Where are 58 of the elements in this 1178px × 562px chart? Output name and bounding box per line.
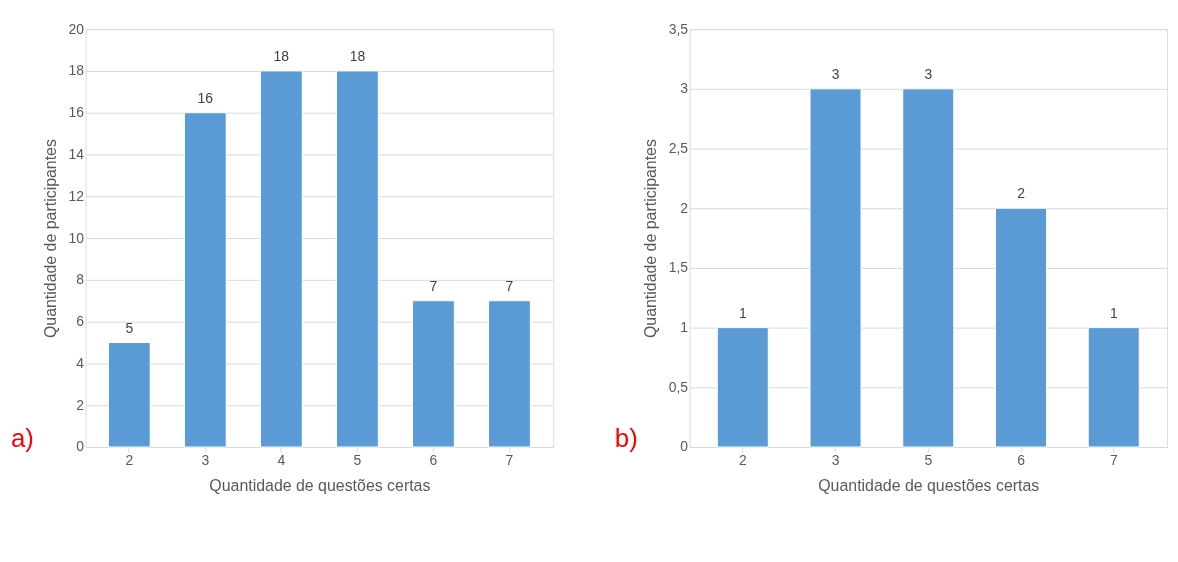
text: a) (10, 424, 34, 452)
text: b) (614, 424, 638, 452)
y-tick-label: 4 (76, 354, 85, 371)
bar (335, 70, 379, 448)
x-tick-label: 6 (429, 452, 438, 469)
bar (995, 207, 1047, 448)
y-tick-label: 14 (68, 145, 85, 162)
bar (1087, 327, 1140, 448)
data-label: 5 (125, 319, 134, 336)
x-axis-title: Quantidade de questões certas (818, 477, 1040, 495)
bar (809, 88, 862, 448)
x-tick-label: 3 (831, 452, 840, 469)
data-label: 1 (1109, 304, 1118, 321)
y-tick-label: 3,5 (668, 20, 689, 37)
data-label: 18 (273, 47, 290, 64)
y-tick-label: 20 (68, 20, 85, 37)
x-tick-label: 7 (505, 452, 514, 469)
bar (716, 327, 769, 448)
y-tick-label: 0,5 (668, 378, 689, 395)
y-tick-label: 2,5 (668, 140, 689, 156)
x-axis-title: Quantidade de questões certas (209, 477, 431, 495)
y-axis-title: Quantidade de participantes (641, 139, 659, 339)
data-label: 1 (738, 304, 747, 321)
y-tick-label: 2 (76, 396, 85, 413)
bar (488, 300, 531, 448)
x-tick-label: 2 (738, 452, 747, 469)
y-tick-label: 8 (76, 271, 85, 288)
data-label: 7 (429, 277, 438, 294)
y-tick-label: 2 (680, 199, 689, 216)
x-tick-label: 6 (1017, 452, 1026, 469)
bar (107, 342, 151, 448)
x-tick-label: 3 (201, 452, 210, 469)
y-axis-title: Quantidade de participantes (41, 139, 59, 339)
data-label: 3 (831, 65, 840, 82)
x-tick-label: 5 (924, 452, 933, 469)
y-tick-label: 3 (680, 80, 689, 97)
data-label: 3 (924, 65, 933, 82)
y-tick-label: 10 (68, 229, 85, 246)
y-tick-label: 1 (680, 319, 689, 336)
data-label: 18 (349, 47, 366, 64)
bar (259, 70, 303, 448)
y-tick-label: 0 (680, 438, 689, 455)
y-tick-label: 16 (68, 104, 85, 121)
y-tick-label: 18 (68, 62, 85, 79)
data-label: 16 (197, 89, 214, 106)
y-tick-label: 12 (68, 187, 85, 204)
x-tick-label: 5 (353, 452, 362, 469)
y-tick-label: 0 (76, 438, 85, 455)
y-tick-label: 6 (76, 313, 85, 330)
y-tick-label: 1,5 (668, 259, 689, 276)
x-tick-label: 2 (125, 452, 134, 469)
bar (902, 88, 955, 448)
bar (412, 300, 455, 448)
x-tick-label: 7 (1109, 452, 1118, 469)
x-tick-label: 4 (277, 452, 286, 469)
data-label: 2 (1017, 185, 1026, 202)
bar (183, 112, 227, 448)
data-label: 7 (505, 277, 514, 294)
